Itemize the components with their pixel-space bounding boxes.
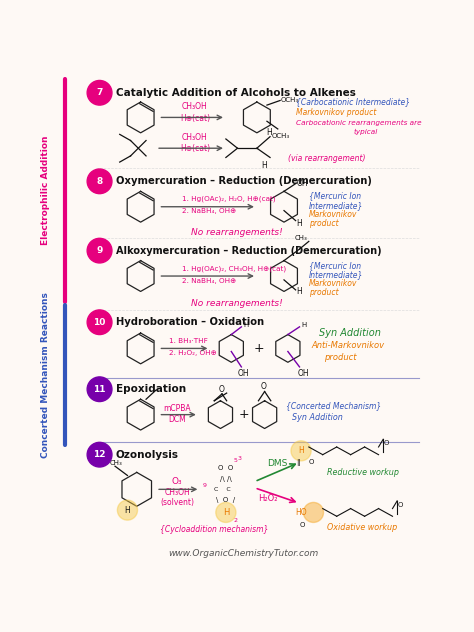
Text: 10: 10 bbox=[93, 318, 106, 327]
Text: CH₃OH: CH₃OH bbox=[164, 488, 190, 497]
Text: Markovnikov: Markovnikov bbox=[309, 279, 357, 288]
Text: OCH₃: OCH₃ bbox=[272, 133, 290, 139]
Text: 9: 9 bbox=[96, 246, 103, 255]
Text: O: O bbox=[261, 382, 267, 391]
Text: Anti-Markovnikov: Anti-Markovnikov bbox=[311, 341, 384, 350]
Text: O₃: O₃ bbox=[172, 477, 182, 486]
Text: DCM: DCM bbox=[168, 415, 186, 424]
Text: 8: 8 bbox=[96, 177, 103, 186]
Circle shape bbox=[87, 80, 112, 105]
Text: H: H bbox=[296, 219, 302, 228]
Text: No rearrangements!: No rearrangements! bbox=[191, 300, 283, 308]
Text: Oxymercuration – Reduction (Demercuration): Oxymercuration – Reduction (Demercuratio… bbox=[116, 176, 372, 186]
Text: Intermediate}: Intermediate} bbox=[309, 201, 363, 210]
Text: DMS: DMS bbox=[267, 459, 287, 468]
Text: ‖: ‖ bbox=[296, 459, 300, 466]
Text: OH: OH bbox=[296, 179, 308, 188]
Text: 9: 9 bbox=[202, 483, 206, 488]
Text: CH₃: CH₃ bbox=[295, 234, 308, 241]
Text: 5: 5 bbox=[233, 458, 237, 463]
Text: H: H bbox=[301, 322, 306, 328]
Text: 2. NaBH₄, OH⊕: 2. NaBH₄, OH⊕ bbox=[182, 277, 236, 284]
Circle shape bbox=[87, 442, 112, 467]
Text: H₂O₂: H₂O₂ bbox=[258, 494, 277, 503]
Circle shape bbox=[87, 310, 112, 334]
Text: (solvent): (solvent) bbox=[160, 498, 194, 507]
Text: 3: 3 bbox=[238, 456, 242, 461]
Text: /\ /\: /\ /\ bbox=[220, 475, 232, 482]
Text: product: product bbox=[324, 353, 357, 362]
Text: H⊕(cat): H⊕(cat) bbox=[180, 114, 210, 123]
Text: H: H bbox=[296, 287, 302, 296]
Text: O: O bbox=[398, 502, 403, 507]
Text: 1. BH₃·THF: 1. BH₃·THF bbox=[169, 337, 208, 344]
Text: H: H bbox=[244, 322, 249, 328]
Text: +: + bbox=[254, 342, 264, 355]
Text: Electrophilic Addition: Electrophilic Addition bbox=[41, 136, 50, 245]
Text: CH₃OH: CH₃OH bbox=[182, 133, 208, 142]
Text: H: H bbox=[223, 508, 229, 517]
Text: 12: 12 bbox=[93, 450, 106, 459]
Text: mCPBA: mCPBA bbox=[163, 404, 191, 413]
Text: OCH₃: OCH₃ bbox=[281, 97, 299, 104]
Circle shape bbox=[303, 502, 324, 523]
Text: H⊕(cat): H⊕(cat) bbox=[180, 145, 210, 154]
Text: O: O bbox=[309, 459, 314, 465]
Text: +: + bbox=[238, 408, 249, 421]
Circle shape bbox=[87, 377, 112, 401]
Text: Oxidative workup: Oxidative workup bbox=[327, 523, 397, 532]
Text: H: H bbox=[261, 161, 266, 169]
Circle shape bbox=[87, 238, 112, 263]
Text: O: O bbox=[300, 522, 305, 528]
Text: 2. H₂O₂, OH⊕: 2. H₂O₂, OH⊕ bbox=[169, 350, 217, 356]
Text: 1. Hg(OAc)₂, CH₃OH, H⊕(cat): 1. Hg(OAc)₂, CH₃OH, H⊕(cat) bbox=[182, 265, 286, 272]
Text: O  O: O O bbox=[218, 465, 234, 471]
Text: OH: OH bbox=[298, 369, 310, 379]
Text: Concerted Mechanism Reactions: Concerted Mechanism Reactions bbox=[41, 291, 50, 458]
Text: CH₃OH: CH₃OH bbox=[182, 102, 208, 111]
Text: 11: 11 bbox=[93, 385, 106, 394]
Text: 2: 2 bbox=[233, 518, 237, 523]
Text: H: H bbox=[298, 446, 304, 455]
Text: 2. NaBH₄, OH⊕: 2. NaBH₄, OH⊕ bbox=[182, 209, 236, 214]
Text: {Cycloaddition mechanism}: {Cycloaddition mechanism} bbox=[160, 525, 268, 534]
Text: {Carbocationic Intermediate}: {Carbocationic Intermediate} bbox=[296, 97, 410, 107]
Text: Syn Addition: Syn Addition bbox=[292, 413, 343, 422]
Text: C    C: C C bbox=[214, 487, 230, 492]
Text: Ozonolysis: Ozonolysis bbox=[116, 450, 179, 459]
Text: \  O  /: \ O / bbox=[216, 497, 236, 503]
Text: Carbocationic rearrangements are: Carbocationic rearrangements are bbox=[296, 119, 421, 126]
Text: Catalytic Addition of Alcohols to Alkenes: Catalytic Addition of Alcohols to Alkene… bbox=[116, 88, 356, 98]
Text: typical: typical bbox=[354, 129, 378, 135]
Text: H: H bbox=[125, 506, 130, 514]
Text: 7: 7 bbox=[96, 88, 103, 97]
Text: www.OrganicChemistryTutor.com: www.OrganicChemistryTutor.com bbox=[168, 549, 318, 558]
Text: Intermediate}: Intermediate} bbox=[309, 270, 363, 279]
Text: {Mercuric Ion: {Mercuric Ion bbox=[309, 261, 361, 270]
Text: OH: OH bbox=[237, 369, 249, 379]
Text: Markovnikov: Markovnikov bbox=[309, 210, 357, 219]
Text: No rearrangements!: No rearrangements! bbox=[191, 228, 283, 238]
Text: HO: HO bbox=[296, 508, 307, 517]
Text: {Concerted Mechanism}: {Concerted Mechanism} bbox=[285, 401, 381, 410]
Text: {Mercuric Ion: {Mercuric Ion bbox=[309, 191, 361, 200]
Text: H: H bbox=[266, 128, 272, 137]
Text: product: product bbox=[309, 288, 338, 298]
Text: Markovnikov product: Markovnikov product bbox=[296, 107, 376, 116]
Text: Hydroboration – Oxidation: Hydroboration – Oxidation bbox=[116, 317, 264, 327]
Text: CH₃: CH₃ bbox=[109, 460, 122, 466]
Circle shape bbox=[118, 500, 137, 520]
Text: Reductive workup: Reductive workup bbox=[327, 468, 399, 477]
Circle shape bbox=[216, 502, 236, 523]
Text: (via rearrangement): (via rearrangement) bbox=[288, 154, 365, 162]
Circle shape bbox=[291, 441, 311, 461]
Text: product: product bbox=[309, 219, 338, 228]
Text: O: O bbox=[219, 385, 224, 394]
Circle shape bbox=[87, 169, 112, 193]
Text: Epoxidation: Epoxidation bbox=[116, 384, 186, 394]
Text: Syn Addition: Syn Addition bbox=[319, 328, 381, 338]
Text: Alkoxymercuration – Reduction (Demercuration): Alkoxymercuration – Reduction (Demercura… bbox=[116, 246, 382, 255]
Text: 1. Hg(OAc)₂, H₂O, H⊕(cat): 1. Hg(OAc)₂, H₂O, H⊕(cat) bbox=[182, 196, 275, 202]
Text: O: O bbox=[384, 440, 389, 446]
